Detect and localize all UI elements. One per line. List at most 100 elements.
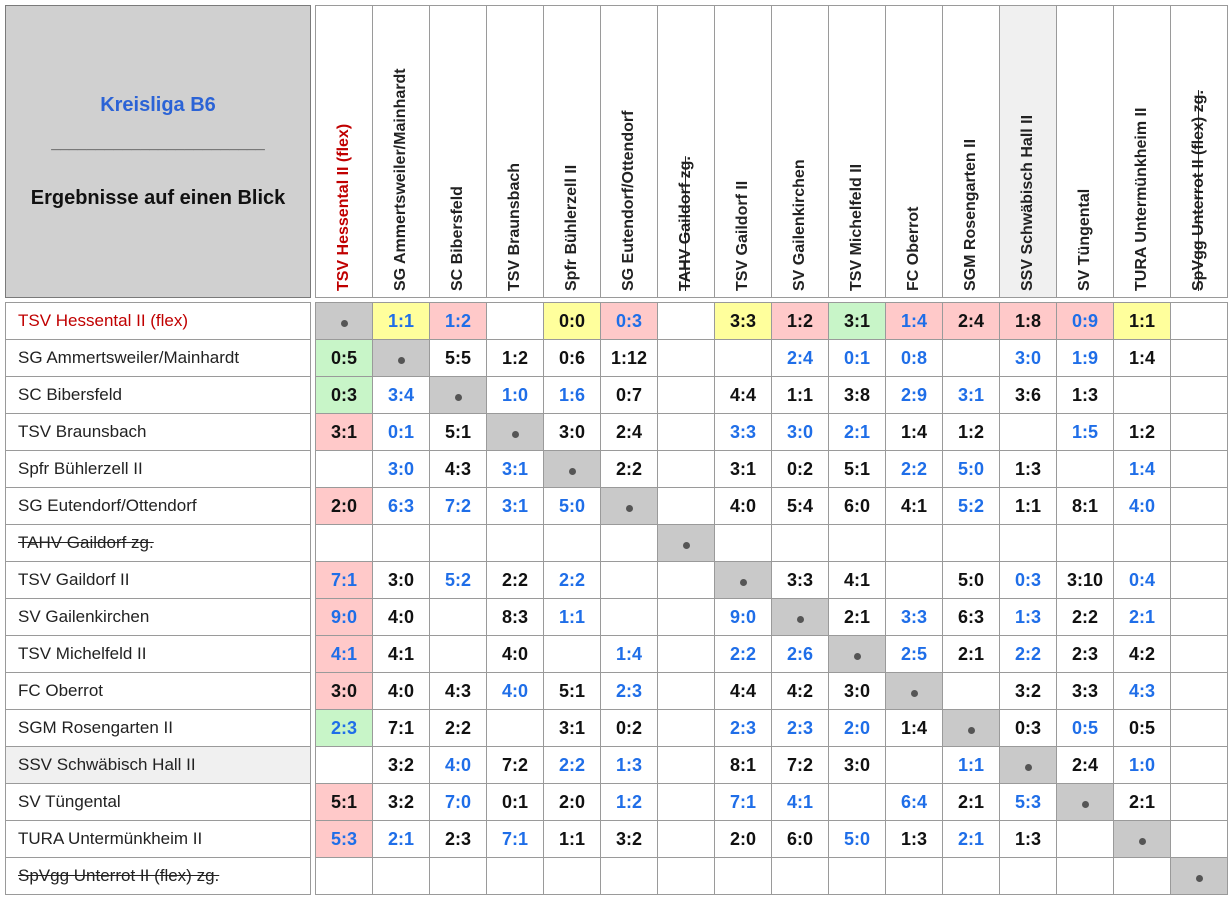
score-cell: 0:3 [315, 376, 373, 414]
score-cell [486, 857, 544, 895]
score-cell: 1:4 [1113, 450, 1171, 488]
column-team-label: SC Bibersfeld [449, 186, 466, 291]
score-cell: 2:2 [543, 561, 601, 599]
column-team-label: TURA Untermünkheim II [1133, 107, 1150, 291]
score-cell: 7:1 [315, 561, 373, 599]
score-cell: 1:4 [885, 413, 943, 451]
score-cell: 2:1 [1113, 598, 1171, 636]
table-row: TSV Gaildorf II 7:1 3:0 5:2 2:2 2:2 3:3 4:1 5:0 0… [5, 561, 1228, 599]
score-cell [600, 857, 658, 895]
row-team-name: SV Gailenkirchen [18, 607, 150, 626]
score-cell: 6:0 [828, 487, 886, 525]
score-cell [657, 635, 715, 673]
score-cell [714, 857, 772, 895]
dot-icon [397, 356, 405, 364]
table-row: TURA Untermünkheim II 5:3 2:1 2:3 7:1 1:1 3:2 2… [5, 820, 1228, 858]
row-team-label: TSV Michelfeld II [5, 635, 311, 673]
score-cell [429, 857, 487, 895]
score-cell: 4:0 [714, 487, 772, 525]
dot-icon [853, 652, 861, 660]
score-cell: 1:3 [600, 746, 658, 784]
dot-icon [454, 393, 462, 401]
score-cell: 6:3 [372, 487, 430, 525]
score-cell [1170, 450, 1228, 488]
score-cell: 3:6 [999, 376, 1057, 414]
score-cell [429, 635, 487, 673]
row-team-name: TSV Hessental II (flex) [18, 311, 189, 330]
score-cell [1056, 857, 1114, 895]
score-cell: 2:3 [315, 709, 373, 747]
score-cell: 5:0 [942, 561, 1000, 599]
row-team-name: TSV Braunsbach [18, 422, 147, 441]
score-cell [999, 413, 1057, 451]
score-cell: 2:1 [828, 413, 886, 451]
score-cell [657, 339, 715, 377]
score-cell [1170, 524, 1228, 562]
table-row: SG Eutendorf/Ottendorf 2:0 6:3 7:2 3:1 5:0 4:0… [5, 487, 1228, 525]
score-cell: 7:0 [429, 783, 487, 821]
score-cell: 1:3 [999, 820, 1057, 858]
score-cell: 7:2 [429, 487, 487, 525]
score-cell [657, 302, 715, 340]
score-cell: 1:1 [1113, 302, 1171, 340]
score-cell: 4:0 [372, 672, 430, 710]
column-header-team: TSV Hessental II (flex) [315, 5, 373, 298]
score-cell: 7:1 [486, 820, 544, 858]
score-cell [1113, 857, 1171, 895]
score-cell [657, 487, 715, 525]
league-title: Kreisliga B6 [100, 93, 216, 116]
row-spacer [310, 524, 316, 562]
score-cell: 4:1 [315, 635, 373, 673]
column-team-label: SSV Schwäbisch Hall II [1019, 114, 1036, 291]
score-cell [1170, 709, 1228, 747]
score-cell [600, 561, 658, 599]
score-cell [600, 524, 658, 562]
score-cell: 3:3 [714, 413, 772, 451]
score-cell [657, 413, 715, 451]
row-spacer [310, 857, 316, 895]
score-cell: 4:4 [714, 376, 772, 414]
row-team-name: Spfr Bühlerzell II [18, 459, 143, 478]
column-header-team: Spfr Bühlerzell II [543, 5, 601, 298]
row-spacer [310, 561, 316, 599]
score-cell [657, 783, 715, 821]
score-cell: 1:1 [942, 746, 1000, 784]
score-cell: 3:3 [714, 302, 772, 340]
score-cell: 1:1 [999, 487, 1057, 525]
score-cell [657, 672, 715, 710]
score-cell [543, 524, 601, 562]
score-cell [315, 857, 373, 895]
dot-icon [625, 504, 633, 512]
score-cell [372, 857, 430, 895]
column-header-team: TSV Braunsbach [486, 5, 544, 298]
dot-icon [796, 615, 804, 623]
column-header-team: SG Eutendorf/Ottendorf [600, 5, 658, 298]
score-cell [657, 450, 715, 488]
score-cell: 9:0 [315, 598, 373, 636]
score-cell [1170, 746, 1228, 784]
score-cell [657, 746, 715, 784]
score-cell: 0:1 [372, 413, 430, 451]
score-cell: 1:3 [885, 820, 943, 858]
score-cell: 3:0 [372, 450, 430, 488]
row-team-label: SG Eutendorf/Ottendorf [5, 487, 311, 525]
row-spacer [310, 783, 316, 821]
score-cell: 6:4 [885, 783, 943, 821]
score-cell: 1:5 [1056, 413, 1114, 451]
score-cell: 1:2 [942, 413, 1000, 451]
score-cell [657, 598, 715, 636]
score-cell: 6:0 [771, 820, 829, 858]
score-cell: 5:0 [828, 820, 886, 858]
row-spacer [310, 376, 316, 414]
score-cell: 4:1 [885, 487, 943, 525]
dot-icon [340, 319, 348, 327]
score-cell: 1:1 [543, 598, 601, 636]
score-cell [429, 524, 487, 562]
score-cell: 3:0 [828, 746, 886, 784]
score-cell: 5:2 [429, 561, 487, 599]
dot-icon [910, 689, 918, 697]
score-cell: 2:2 [543, 746, 601, 784]
score-cell: 0:4 [1113, 561, 1171, 599]
score-cell: 3:0 [372, 561, 430, 599]
score-cell: 2:9 [885, 376, 943, 414]
